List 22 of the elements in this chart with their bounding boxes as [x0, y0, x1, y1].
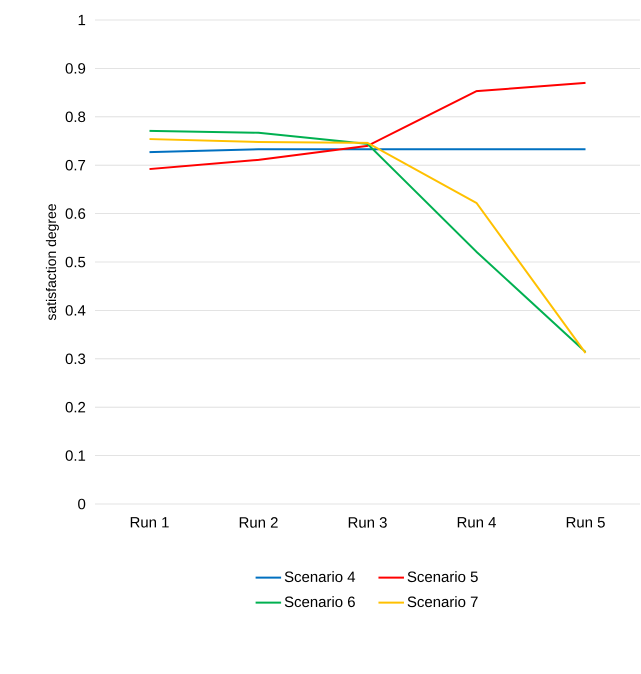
y-tick-label: 0.8	[66, 112, 86, 122]
legend-label: Scenario 4	[284, 571, 356, 582]
line-series	[148, 82, 587, 170]
y-tick-label: 0.2	[66, 402, 86, 412]
x-tick-label: Run 2	[240, 517, 278, 528]
y-tick-label: 0.1	[66, 450, 86, 461]
y-tick-label: 0.6	[66, 208, 86, 219]
y-tick-label: 0.5	[66, 256, 86, 268]
y-tick-label: 0.7	[66, 160, 86, 170]
y-tick-label: 0	[78, 498, 86, 510]
y-tick-label: 0.9	[66, 63, 86, 74]
y-axis-title: satisfaction degree	[46, 204, 59, 320]
x-tick-label: Run 4	[458, 517, 496, 528]
legend-label: Scenario 5	[408, 571, 478, 582]
y-tick-label: 1	[78, 14, 86, 26]
y-tick-label: 0.4	[66, 305, 86, 316]
x-tick-label: Run 5	[566, 517, 605, 528]
legend-label: Scenario 6	[284, 596, 355, 608]
legend-label: Scenario 7	[408, 596, 478, 608]
x-tick-label: Run 1	[130, 517, 169, 528]
y-tick-label: 0.3	[66, 354, 86, 364]
x-tick-label: Run 3	[348, 517, 387, 528]
